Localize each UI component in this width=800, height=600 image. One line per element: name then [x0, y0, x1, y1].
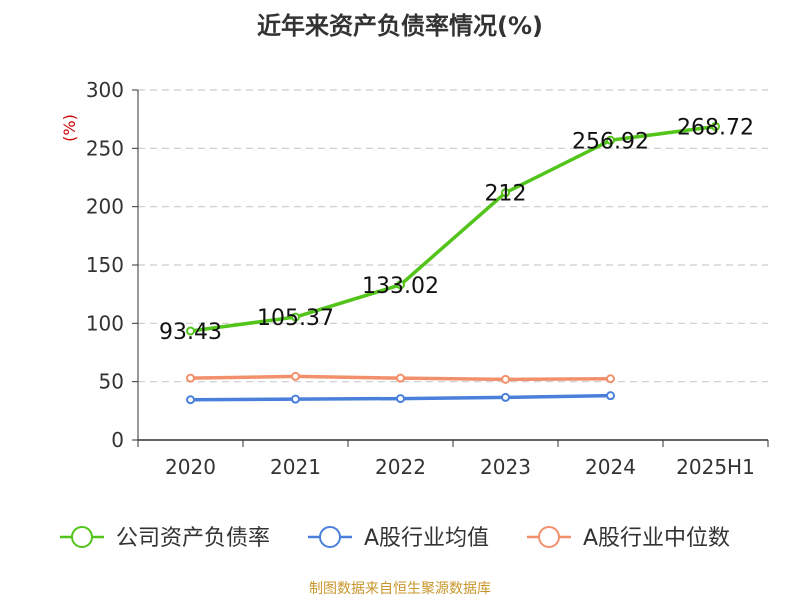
data-point [291, 394, 300, 404]
data-point [606, 135, 615, 145]
data-point [501, 392, 510, 402]
data-point [501, 188, 510, 198]
data-point [396, 280, 405, 290]
data-point [291, 371, 300, 381]
legend-marker [538, 526, 560, 548]
y-tick-label: 300 [86, 78, 124, 102]
x-tick-label: 2025H1 [676, 455, 755, 479]
x-tick-label: 2023 [480, 455, 531, 479]
series-line-1 [188, 124, 718, 333]
data-point [606, 374, 615, 384]
y-axis-label: (%) [60, 114, 79, 142]
data-point [291, 312, 300, 322]
y-tick-label: 50 [99, 370, 124, 394]
data-point [186, 373, 195, 383]
legend: 公司资产负债率 A股行业均值 A股行业中位数 [60, 526, 730, 551]
data-label: 105.37 [257, 306, 334, 331]
y-tick-label: 200 [86, 195, 124, 219]
x-tick-label: 2021 [270, 455, 321, 479]
legend-marker [319, 526, 341, 548]
data-label: 212 [485, 182, 527, 207]
data-label: 133.02 [362, 274, 439, 299]
x-tick-label: 2020 [165, 455, 216, 479]
data-point [606, 391, 615, 401]
data-point [711, 121, 720, 131]
data-label: 256.92 [572, 129, 649, 154]
x-tick-label: 2022 [375, 455, 426, 479]
y-tick-label: 0 [111, 428, 124, 452]
data-point [396, 394, 405, 404]
legend-label: A股行业中位数 [583, 526, 730, 551]
data-point [501, 374, 510, 384]
legend-label: A股行业均值 [364, 526, 489, 551]
data-label: 268.72 [677, 115, 754, 140]
chart-title: 近年来资产负债率情况(%) [257, 12, 543, 40]
data-label: 93.43 [159, 320, 222, 345]
data-point [186, 395, 195, 405]
x-tick-label: 2024 [585, 455, 636, 479]
y-tick-label: 250 [86, 136, 124, 160]
legend-marker [71, 526, 93, 548]
data-point [396, 373, 405, 383]
data-source-note: 制图数据来自恒生聚源数据库 [309, 581, 491, 597]
y-tick-label: 100 [86, 311, 124, 335]
y-tick-label: 150 [86, 253, 124, 277]
legend-label: 公司资产负债率 [116, 526, 270, 551]
data-point [186, 326, 195, 336]
